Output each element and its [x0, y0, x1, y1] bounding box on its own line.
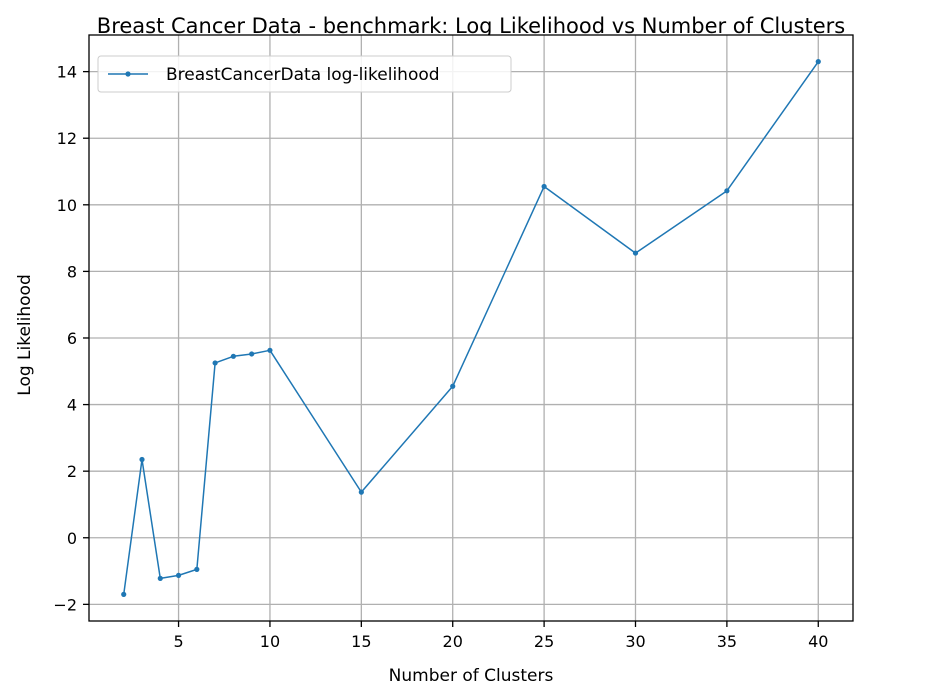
data-point: [230, 353, 236, 359]
data-point: [450, 383, 456, 389]
series-layer: [121, 59, 821, 597]
y-tick-label: 12: [57, 129, 77, 148]
x-tick-label: 30: [625, 632, 645, 651]
legend-label: BreastCancerData log-likelihood: [166, 65, 440, 85]
data-point: [358, 489, 364, 495]
y-tick-label: 8: [67, 262, 77, 281]
plot-frame: [88, 34, 854, 622]
y-tick-label: 10: [57, 196, 77, 215]
x-tick-label: 40: [808, 632, 828, 651]
data-point: [212, 360, 218, 366]
plot-area: 5 10 15 20 25 30 35 40 −2 0 2 4 6 8 10 12 14: [53, 34, 854, 651]
x-axis: 5 10 15 20 25 30 35 40: [173, 621, 828, 651]
y-tick-label: 0: [67, 529, 77, 548]
data-point: [194, 566, 200, 572]
grid: [89, 35, 853, 621]
y-axis-title: Log Likelihood: [15, 274, 35, 395]
data-point: [157, 575, 163, 581]
y-axis: −2 0 2 4 6 8 10 12 14: [53, 63, 89, 614]
x-tick-label: 35: [717, 632, 737, 651]
data-point: [121, 591, 127, 597]
legend-box: [97, 55, 512, 93]
data-point: [541, 183, 547, 190]
y-tick-label: −2: [53, 595, 77, 614]
x-tick-label: 20: [443, 632, 463, 651]
chart-title: Breast Cancer Data - benchmark: Log Like…: [97, 14, 845, 38]
y-tick-label: 4: [67, 396, 77, 415]
y-tick-label: 2: [67, 462, 77, 481]
y-tick-label: 14: [57, 63, 77, 82]
x-tick-label: 10: [260, 632, 280, 651]
data-point: [267, 347, 273, 353]
y-tick-label: 6: [67, 329, 77, 348]
x-axis-title: Number of Clusters: [389, 666, 554, 686]
data-point: [632, 250, 639, 256]
data-point: [249, 351, 255, 357]
data-point: [175, 572, 182, 578]
data-point: [815, 59, 821, 65]
data-point: [724, 188, 730, 194]
data-point: [139, 456, 145, 463]
x-tick-label: 25: [534, 632, 554, 651]
x-tick-label: 5: [173, 632, 183, 651]
plot-background: [89, 35, 853, 621]
legend-marker-swatch: [125, 71, 131, 77]
x-tick-label: 15: [351, 632, 371, 651]
legend: BreastCancerData log-likelihood: [97, 55, 512, 93]
